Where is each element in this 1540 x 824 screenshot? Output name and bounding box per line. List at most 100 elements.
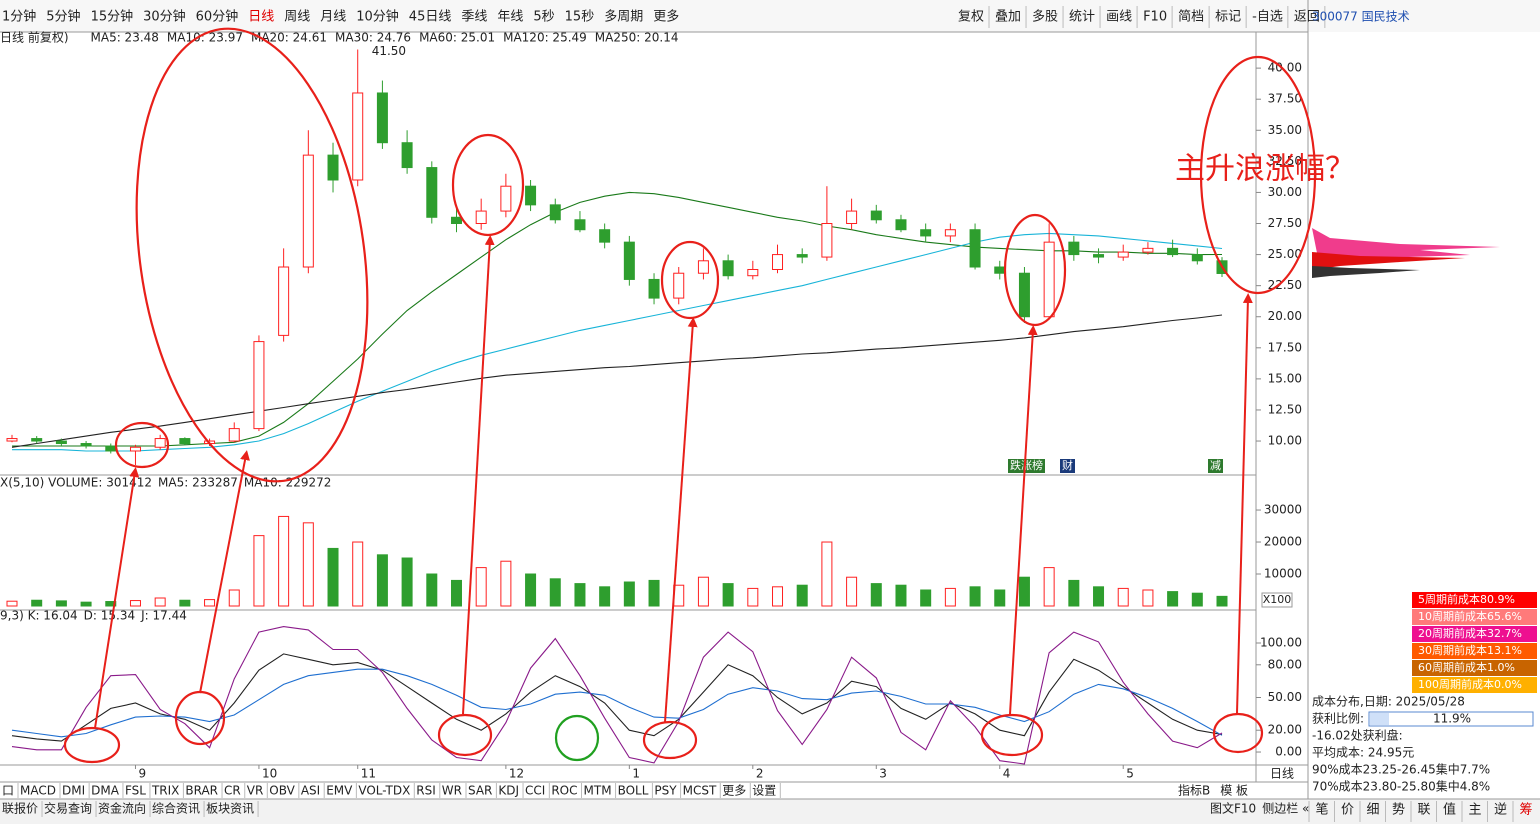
volume-bar [475, 567, 487, 607]
tool-button[interactable]: 叠加 [995, 10, 1021, 25]
indicator-tab[interactable]: SAR [468, 784, 492, 798]
period-tab[interactable]: 1分钟 [2, 9, 36, 25]
period-tab[interactable]: 多周期 [604, 9, 643, 25]
nav-tab[interactable]: 综合资讯 [152, 801, 200, 816]
period-tab[interactable]: 45日线 [409, 10, 452, 25]
volume-bar [500, 560, 512, 607]
tool-button[interactable]: 简档 [1178, 9, 1204, 25]
indicator-tab[interactable]: BRAR [185, 784, 218, 798]
volume-bar [623, 581, 635, 607]
volume-bar [969, 586, 981, 607]
volume-bar [376, 554, 388, 607]
volume-bar [846, 576, 858, 607]
nav-tab[interactable]: 资金流向 [98, 801, 146, 816]
indicator-button[interactable]: 指标B [1178, 783, 1210, 798]
side-button[interactable]: 联 [1417, 803, 1430, 818]
indicator-tab[interactable]: CCI [525, 784, 545, 798]
indicator-tab[interactable]: VOL-TDX [358, 784, 410, 798]
volume-legend: MA10: 229272 [244, 476, 332, 490]
indicator-tab[interactable]: MCST [683, 784, 717, 798]
event-tag[interactable]: 财 [1062, 458, 1073, 472]
indicator-tab[interactable]: MACD [20, 784, 56, 798]
tool-button[interactable]: F10 [1143, 10, 1167, 25]
period-tab[interactable]: 周线 [284, 10, 310, 25]
indicator-tab[interactable]: 口 [2, 784, 14, 798]
period-tab[interactable]: 15秒 [565, 10, 595, 25]
nav-tab[interactable]: 联报价 [2, 801, 38, 816]
kdj-line [11, 668, 1223, 738]
tool-button[interactable]: 统计 [1069, 10, 1095, 25]
period-tab[interactable]: 30分钟 [143, 9, 186, 25]
indicator-tab[interactable]: ROC [551, 784, 577, 798]
indicator-tab[interactable]: TRIX [151, 784, 179, 798]
candle-body [31, 438, 43, 442]
tool-button[interactable]: 复权 [958, 9, 984, 25]
profit-label: 获利比例: [1312, 712, 1364, 726]
indicator-tab[interactable]: KDJ [498, 784, 519, 798]
indicator-tab[interactable]: DMI [62, 784, 85, 798]
side-button[interactable]: 细 [1366, 803, 1379, 818]
side-button[interactable]: 筹 [1519, 802, 1532, 818]
indicator-tab[interactable]: DMA [91, 784, 120, 798]
indicator-tab[interactable]: MTM [584, 784, 612, 798]
indicator-tab[interactable]: FSL [125, 784, 146, 798]
indicator-tab[interactable]: PSY [654, 784, 677, 798]
period-tab[interactable]: 60分钟 [196, 9, 239, 25]
cost-period-label: 5周期前成本80.9% [1418, 592, 1515, 606]
indicator-tab[interactable]: CR [224, 784, 241, 798]
indicator-tab[interactable]: EMV [326, 784, 353, 798]
y-tick-label: 12.50 [1268, 402, 1302, 416]
candle-body [673, 272, 685, 299]
volume-bar [228, 589, 240, 607]
candle-body [772, 254, 784, 270]
stock-name[interactable]: 300077 国民技术 [1312, 10, 1410, 24]
tool-button[interactable]: -自选 [1252, 10, 1283, 25]
side-button[interactable]: 势 [1392, 802, 1405, 818]
indicator-tab[interactable]: OBV [269, 784, 295, 798]
event-tag[interactable]: 跌涨榜 [1010, 458, 1043, 472]
candle-body [129, 446, 141, 452]
indicator-tab[interactable]: BOLL [618, 784, 649, 798]
period-tab[interactable]: 日线 [248, 10, 274, 25]
indicator-tab[interactable]: VR [247, 784, 264, 798]
tool-button[interactable]: 多股 [1032, 9, 1058, 25]
indicator-button[interactable]: 模 板 [1220, 784, 1248, 798]
side-button[interactable]: 主 [1468, 803, 1481, 818]
period-label[interactable]: 日线 [1270, 767, 1294, 781]
side-button[interactable]: 价 [1341, 803, 1354, 818]
candle-body [80, 443, 92, 447]
indicator-tab[interactable]: 设置 [752, 784, 776, 798]
ma-line [12, 232, 1223, 452]
x-tick-label: 4 [1003, 767, 1011, 781]
volume-bar [747, 587, 759, 607]
period-tab[interactable]: 15分钟 [91, 9, 134, 25]
indicator-tab[interactable]: RSI [416, 784, 436, 798]
period-tab[interactable]: 年线 [497, 10, 523, 25]
indicator-tab[interactable]: ASI [301, 784, 320, 798]
candle-body [376, 92, 388, 144]
nav-tab[interactable]: 交易查询 [44, 801, 92, 816]
volume-bar [994, 589, 1006, 607]
candle-body [1043, 241, 1055, 318]
volume-bar [772, 586, 784, 607]
period-tab[interactable]: 季线 [461, 10, 487, 25]
nav-tab[interactable]: 板块资讯 [206, 802, 254, 816]
period-tab[interactable]: 5分钟 [46, 9, 80, 25]
nav-button[interactable]: 图文F10 [1210, 801, 1256, 816]
side-button[interactable]: 笔 [1315, 802, 1328, 818]
side-button[interactable]: 逆 [1494, 802, 1507, 818]
volume-bar [105, 601, 117, 607]
period-tab[interactable]: 月线 [320, 10, 346, 25]
volume-bar [920, 589, 932, 607]
indicator-tab[interactable]: WR [442, 784, 462, 798]
side-button[interactable]: 值 [1443, 802, 1456, 818]
period-tab[interactable]: 更多 [653, 9, 679, 25]
tool-button[interactable]: 标记 [1215, 10, 1241, 25]
tool-button[interactable]: 画线 [1106, 10, 1132, 25]
event-tag[interactable]: 减 [1210, 459, 1221, 472]
tool-button[interactable]: 返回 [1294, 10, 1320, 25]
nav-button[interactable]: 侧边栏 « [1262, 801, 1309, 816]
period-tab[interactable]: 10分钟 [356, 9, 399, 25]
period-tab[interactable]: 5秒 [533, 10, 554, 25]
indicator-tab[interactable]: 更多 [722, 784, 746, 798]
